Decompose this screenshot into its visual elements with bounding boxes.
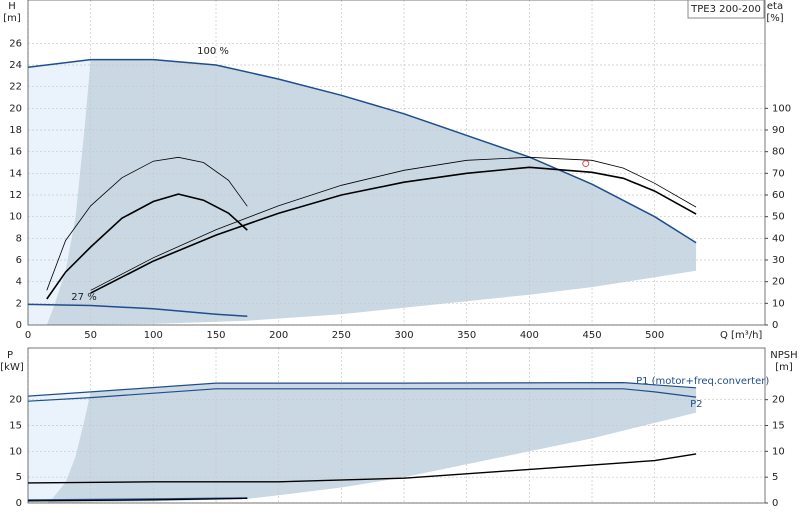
axis-label: P bbox=[7, 350, 13, 361]
operating-range bbox=[46, 59, 697, 325]
y-tick-label: 22 bbox=[9, 82, 22, 93]
y2-tick-label: 50 bbox=[772, 212, 785, 223]
x-tick-label: 500 bbox=[645, 330, 664, 341]
y2-tick-label: 0 bbox=[772, 320, 778, 331]
x-tick-label: 100 bbox=[144, 330, 163, 341]
y2-tick-label: 20 bbox=[772, 277, 785, 288]
y-tick-label: 0 bbox=[16, 320, 22, 331]
y2-tick-label: 100 bbox=[772, 103, 791, 114]
title-box bbox=[687, 0, 765, 19]
duty-point bbox=[582, 160, 590, 168]
x-tick-label: 350 bbox=[457, 330, 476, 341]
y-tick-label: 0 bbox=[16, 498, 22, 509]
curve bbox=[27, 381, 697, 397]
series-label: P1 (motor+freq.converter) bbox=[636, 376, 769, 387]
axis-label: Q [m³/h] bbox=[720, 330, 762, 341]
y-tick-label: 20 bbox=[9, 103, 22, 114]
plot-frame bbox=[27, 0, 766, 326]
curve bbox=[90, 166, 697, 294]
curve bbox=[27, 453, 697, 484]
y-tick-label: 14 bbox=[9, 168, 22, 179]
operating-range bbox=[46, 382, 697, 503]
curve bbox=[27, 58, 697, 244]
curve bbox=[27, 388, 697, 402]
annotation: 27 % bbox=[71, 292, 96, 303]
y2-tick-label: 5 bbox=[772, 472, 778, 483]
curve bbox=[46, 193, 248, 300]
curve bbox=[27, 497, 248, 501]
y2-tick-label: 0 bbox=[772, 498, 778, 509]
x-tick-label: 300 bbox=[394, 330, 413, 341]
y2-tick-label: 40 bbox=[772, 233, 785, 244]
curve bbox=[90, 156, 697, 291]
x-tick-label: 200 bbox=[269, 330, 288, 341]
y-tick-label: 12 bbox=[9, 190, 22, 201]
axis-label: [m] bbox=[3, 13, 21, 24]
x-tick-label: 400 bbox=[520, 330, 539, 341]
y-tick-label: 18 bbox=[9, 125, 22, 136]
y-tick-label: 4 bbox=[16, 277, 22, 288]
curve bbox=[27, 303, 248, 318]
series-label: P2 bbox=[690, 399, 702, 410]
y-tick-label: 10 bbox=[9, 212, 22, 223]
x-tick-label: 0 bbox=[25, 330, 31, 341]
plot-frame bbox=[27, 347, 766, 504]
y-tick-label: 16 bbox=[9, 147, 22, 158]
y-tick-label: 5 bbox=[16, 472, 22, 483]
y-tick-label: 20 bbox=[9, 395, 22, 406]
axis-label: eta bbox=[767, 1, 783, 12]
y-tick-label: 2 bbox=[16, 298, 22, 309]
y-tick-label: 6 bbox=[16, 255, 22, 266]
curve bbox=[27, 497, 248, 502]
axis-label: H bbox=[8, 1, 16, 12]
y2-tick-label: 10 bbox=[772, 298, 785, 309]
y2-tick-label: 80 bbox=[772, 147, 785, 158]
annotation: 100 % bbox=[197, 46, 229, 57]
y2-tick-label: 60 bbox=[772, 190, 785, 201]
x-tick-label: 450 bbox=[582, 330, 601, 341]
x-tick-label: 150 bbox=[206, 330, 225, 341]
y-tick-label: 8 bbox=[16, 233, 22, 244]
axis-label: [m] bbox=[775, 362, 793, 373]
y-tick-label: 10 bbox=[9, 446, 22, 457]
y2-tick-label: 90 bbox=[772, 125, 785, 136]
y2-tick-label: 15 bbox=[772, 421, 785, 432]
axis-label: [kW] bbox=[0, 362, 24, 373]
y2-tick-label: 70 bbox=[772, 168, 785, 179]
x-tick-label: 250 bbox=[332, 330, 351, 341]
y-tick-label: 15 bbox=[9, 421, 22, 432]
axis-label: NPSH bbox=[770, 350, 797, 361]
curve bbox=[46, 156, 248, 291]
y2-tick-label: 10 bbox=[772, 446, 785, 457]
axis-label: [%] bbox=[766, 13, 783, 24]
chart-title: TPE3 200-200 bbox=[690, 4, 761, 15]
y-tick-label: 26 bbox=[9, 38, 22, 49]
x-tick-label: 50 bbox=[84, 330, 97, 341]
y-tick-label: 24 bbox=[9, 60, 22, 71]
y2-tick-label: 30 bbox=[772, 255, 785, 266]
y2-tick-label: 20 bbox=[772, 395, 785, 406]
